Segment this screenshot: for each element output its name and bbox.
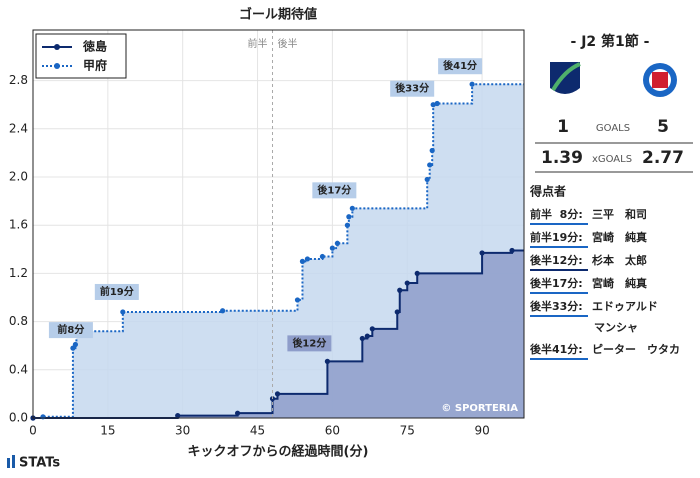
scorer-time: 後半41分: xyxy=(530,342,583,356)
scorer-name: 宮崎 純真 xyxy=(592,230,647,244)
marker xyxy=(299,258,306,264)
legend-box xyxy=(35,33,127,79)
marker xyxy=(70,345,76,351)
x-tick-label: 90 xyxy=(474,424,489,438)
marker xyxy=(324,358,331,364)
y-tick-label: 0.0 xyxy=(9,411,28,425)
scorer-time: 後半17分: xyxy=(530,276,583,290)
away-logo xyxy=(643,63,677,97)
annotation: 後12分 xyxy=(292,336,326,349)
x-tick-label: 30 xyxy=(175,424,190,438)
marker xyxy=(424,176,430,183)
marker xyxy=(469,81,475,87)
home-logo xyxy=(550,62,581,94)
scorer-name: 宮崎 純真 xyxy=(592,276,647,290)
marker xyxy=(40,414,46,420)
x-tick-label: 75 xyxy=(400,424,415,438)
x-tick-label: 15 xyxy=(100,424,115,438)
annotation-box xyxy=(390,80,435,97)
marker xyxy=(479,250,485,256)
home-goals: 1 xyxy=(557,117,569,137)
annotation-box xyxy=(287,335,332,352)
y-tick-label: 2.4 xyxy=(9,121,28,135)
scorer-time: 後半12分: xyxy=(530,253,583,267)
plot: 0.00.40.81.21.62.02.42.80 15 30 45 60 75 90前半後… xyxy=(9,29,525,438)
credit: © SPORTERIA xyxy=(441,403,518,414)
brand-name: STATs xyxy=(19,456,60,471)
annotation: 後17分 xyxy=(317,183,351,196)
goals-label: GOALS xyxy=(596,123,630,134)
annotation-box xyxy=(94,283,139,300)
half-label: 後半 xyxy=(278,37,298,50)
marker xyxy=(509,247,515,254)
annotation: 後33分 xyxy=(395,82,429,95)
marker xyxy=(369,326,375,332)
legend-marker xyxy=(54,44,60,50)
marker xyxy=(175,412,181,419)
marker xyxy=(304,256,311,262)
marker xyxy=(364,333,370,339)
home-xg: 1.39 xyxy=(541,148,583,168)
annotation-box xyxy=(438,58,483,75)
annotation: 後41分 xyxy=(443,59,477,72)
y-tick-label: 0.8 xyxy=(9,314,28,328)
marker xyxy=(220,308,226,314)
x-tick-label: 60 xyxy=(325,424,340,438)
marker xyxy=(397,287,403,293)
scorer-name: エドゥアルド xyxy=(592,300,658,313)
marker xyxy=(72,341,79,348)
legend-label: 甲府 xyxy=(83,58,107,73)
marker xyxy=(404,280,410,286)
marker xyxy=(334,240,340,246)
annotation: 前8分 xyxy=(57,323,84,336)
marker xyxy=(346,214,352,220)
scorer-name: ピーター ウタカ xyxy=(592,343,680,356)
away-goals: 5 xyxy=(657,117,669,137)
scorer-time: 前半 8分: xyxy=(530,207,583,221)
marker xyxy=(434,100,440,107)
marker xyxy=(344,222,350,228)
away-xg: 2.77 xyxy=(642,148,684,168)
scorers-title: 得点者 xyxy=(529,184,566,199)
scorer-time: 後半33分: xyxy=(530,299,583,313)
legend-marker xyxy=(54,63,60,69)
brand: STATs xyxy=(7,455,60,471)
y-tick-label: 2.0 xyxy=(9,170,28,184)
chart-title: ゴール期待値 xyxy=(239,7,317,23)
marker xyxy=(329,245,335,251)
x-axis-label: キックオフからの経過時間(分) xyxy=(188,444,369,460)
marker xyxy=(430,102,436,108)
frame xyxy=(32,29,525,419)
marker xyxy=(120,309,126,315)
scorer-name: 三平 和司 xyxy=(592,207,647,221)
annotation: 前19分 xyxy=(100,285,134,298)
marker xyxy=(319,253,326,260)
marker xyxy=(429,147,435,154)
annotation-box xyxy=(48,322,93,339)
marker xyxy=(427,162,433,168)
annotation-box xyxy=(312,182,357,199)
marker xyxy=(414,270,420,277)
marker xyxy=(349,205,355,211)
xg-label: xGOALS xyxy=(592,154,632,165)
scorer-name: マンシャ xyxy=(594,321,638,334)
x-tick-label: 45 xyxy=(250,424,265,438)
marker xyxy=(234,410,241,416)
marker xyxy=(274,391,281,397)
round: - J2 第1節 - xyxy=(571,33,650,50)
y-tick-label: 2.8 xyxy=(9,73,28,87)
y-tick-label: 0.4 xyxy=(9,362,28,376)
marker xyxy=(294,297,301,303)
marker xyxy=(359,335,365,342)
y-tick-label: 1.6 xyxy=(9,218,28,232)
legend-label: 徳島 xyxy=(82,39,107,54)
marker xyxy=(394,309,400,315)
scorer-name: 杉本 太郎 xyxy=(592,253,647,267)
x-tick-label: 0 xyxy=(29,424,37,438)
y-tick-label: 1.2 xyxy=(9,266,28,280)
scorer-time: 前半19分: xyxy=(530,230,583,244)
half-label: 前半 xyxy=(248,37,268,50)
